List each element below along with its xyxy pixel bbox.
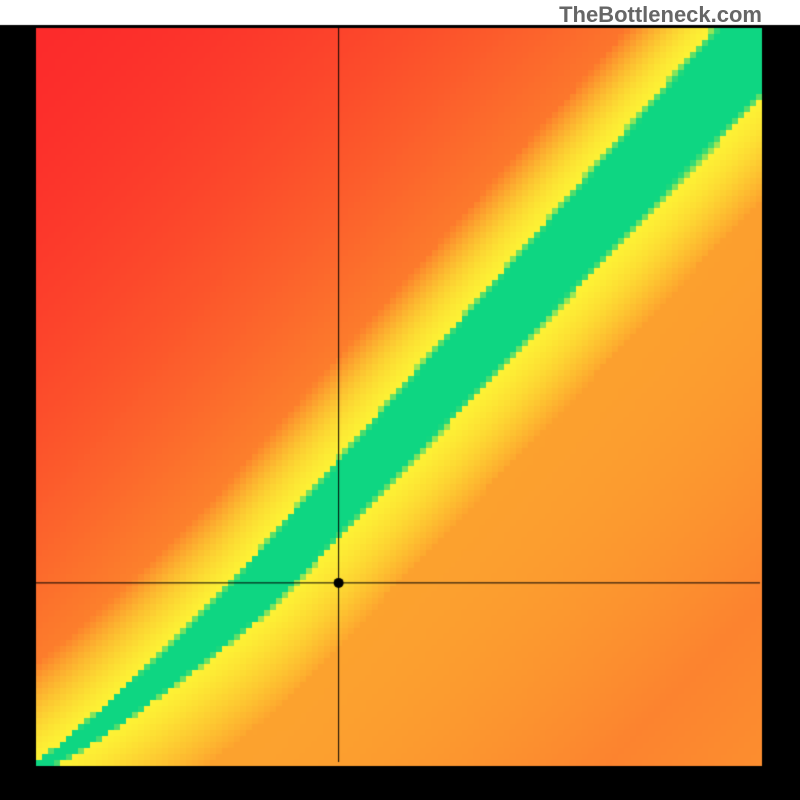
watermark-text: TheBottleneck.com bbox=[559, 2, 762, 28]
heatmap-canvas bbox=[0, 0, 800, 800]
chart-container: TheBottleneck.com bbox=[0, 0, 800, 800]
